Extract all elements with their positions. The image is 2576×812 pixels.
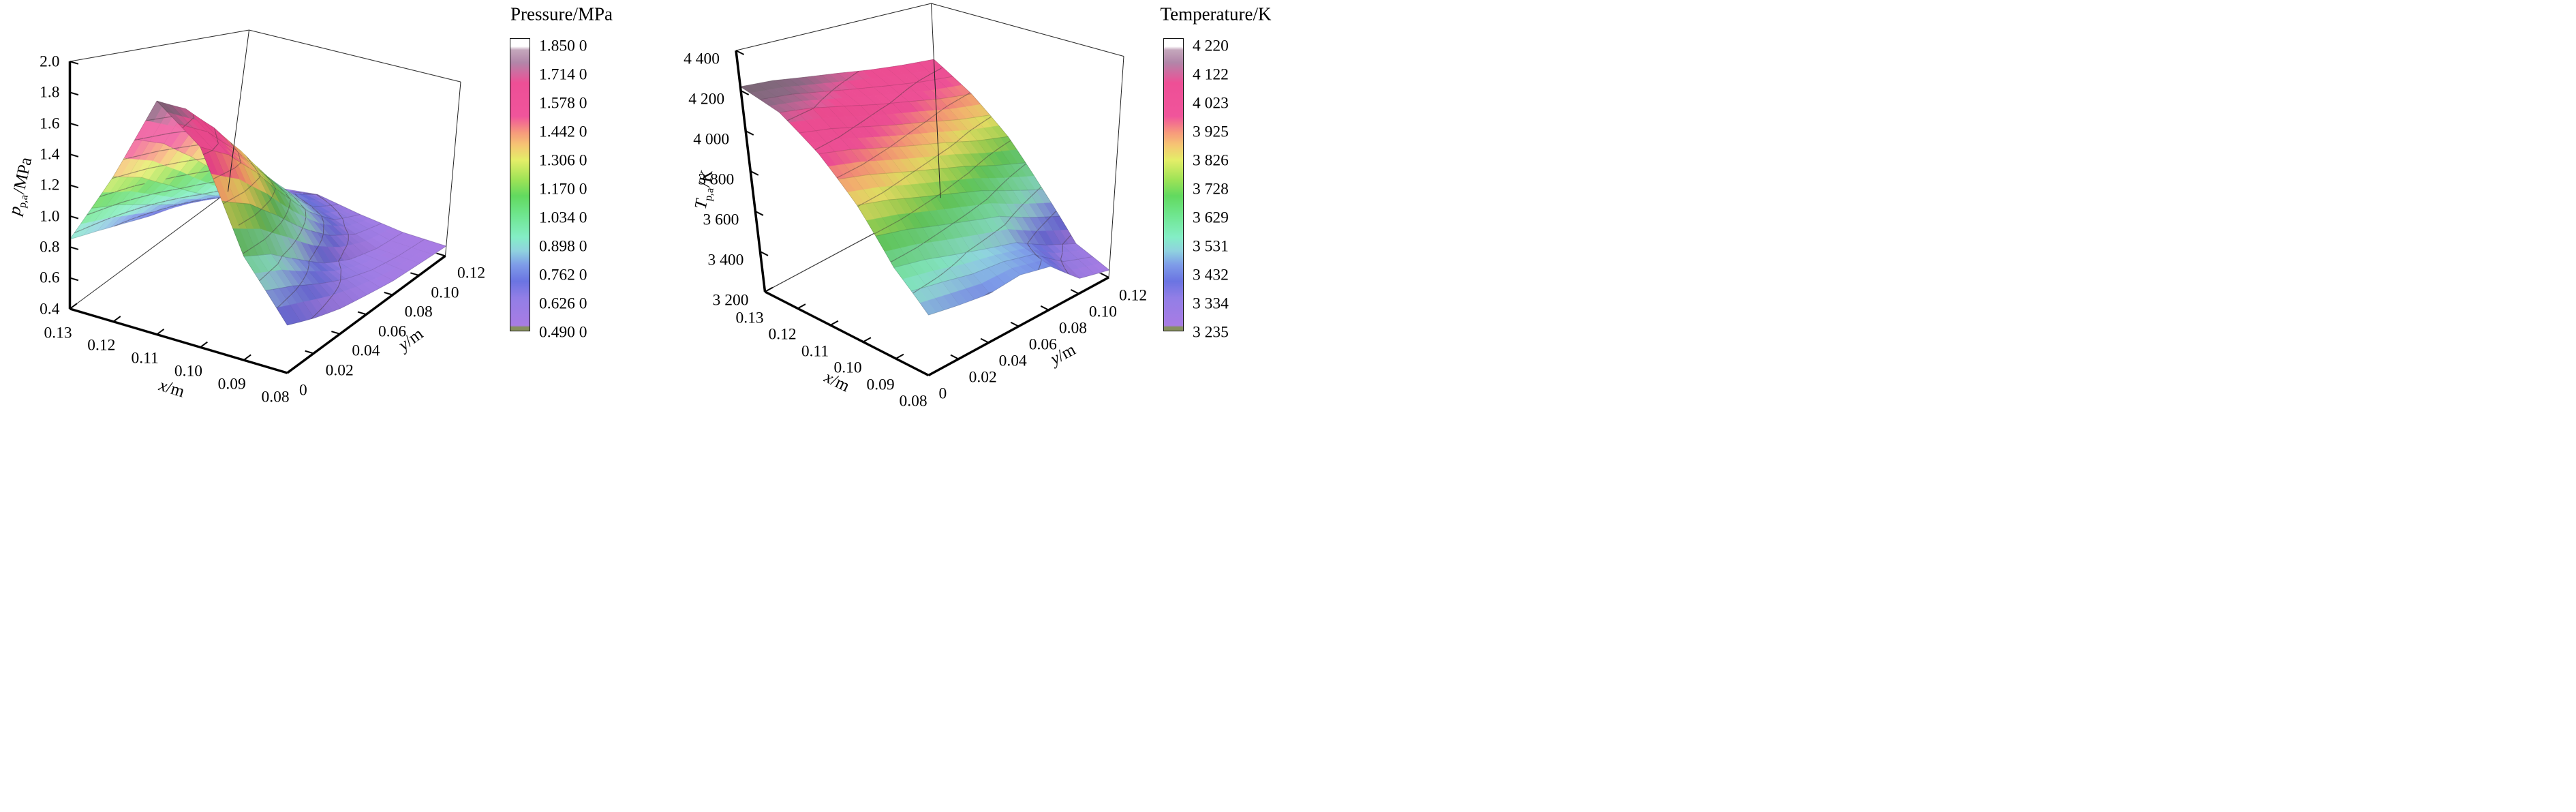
right-x-tick-label-0.13: 0.13: [735, 308, 764, 327]
right-colorbar: [1163, 38, 1184, 331]
left-colorbar-label-0.490 0: 0.490 0: [539, 323, 587, 342]
left-x-tick-label-0.08: 0.08: [261, 387, 290, 406]
left-z-tick-label-2.0: 2.0: [40, 52, 60, 71]
right-z-tick-label-3 200: 3 200: [712, 290, 749, 309]
right-z-tick-label-4 200: 4 200: [688, 90, 725, 108]
right-x-tick-label-0.10: 0.10: [833, 359, 862, 377]
right-z-tick-label-3 400: 3 400: [707, 250, 744, 269]
left-x-tick-label-0.11: 0.11: [131, 349, 159, 367]
right-z-tick-label-4 000: 4 000: [693, 130, 730, 149]
left-x-tick-label-0.12: 0.12: [87, 336, 116, 355]
right-colorbar-label-4 122: 4 122: [1193, 65, 1229, 84]
left-z-tick-label-1.0: 1.0: [40, 207, 60, 225]
left-x-tick-label-0.10: 0.10: [174, 362, 202, 380]
left-colorbar-label-1.578 0: 1.578 0: [539, 94, 587, 112]
right-colorbar-label-4 220: 4 220: [1193, 37, 1229, 55]
dual-3d-surface-figure: Pressure/MPa Temperature/K 0.13 0.12 0.11 0…: [0, 0, 1288, 406]
left-colorbar-label-1.714 0: 1.714 0: [539, 65, 587, 84]
left-x-tick-label-0.13: 0.13: [44, 323, 72, 342]
right-x-tick-label-0.12: 0.12: [768, 325, 797, 344]
right-y-tick-label-0.06: 0.06: [1028, 335, 1057, 353]
3d-surfaces-canvas: [0, 0, 1288, 406]
left-z-tick-label-1.6: 1.6: [40, 114, 60, 132]
left-colorbar-label-1.170 0: 1.170 0: [539, 180, 587, 198]
left-colorbar-label-1.034 0: 1.034 0: [539, 209, 587, 227]
right-z-tick-label-3 800: 3 800: [698, 170, 735, 188]
left-z-tick-label-1.4: 1.4: [40, 145, 60, 164]
right-z-tick-label-3 600: 3 600: [703, 210, 739, 228]
right-z-tick-label-4 400: 4 400: [684, 50, 720, 68]
left-y-tick-label-0.12: 0.12: [457, 264, 486, 282]
right-colorbar-label-3 334: 3 334: [1193, 295, 1229, 313]
left-y-tick-label-0.04: 0.04: [352, 342, 380, 360]
right-colorbar-label-3 235: 3 235: [1193, 323, 1229, 342]
left-colorbar-title: Pressure/MPa: [510, 3, 613, 25]
left-colorbar-label-1.442 0: 1.442 0: [539, 123, 587, 141]
right-colorbar-label-4 023: 4 023: [1193, 94, 1229, 112]
left-z-tick-label-0.4: 0.4: [40, 299, 60, 318]
right-colorbar-label-3 925: 3 925: [1193, 123, 1229, 141]
left-colorbar-label-1.306 0: 1.306 0: [539, 151, 587, 170]
right-colorbar-label-3 432: 3 432: [1193, 266, 1229, 284]
right-colorbar-label-3 728: 3 728: [1193, 180, 1229, 198]
right-colorbar-label-3 629: 3 629: [1193, 209, 1229, 227]
right-y-tick-label-0.10: 0.10: [1088, 303, 1118, 321]
left-y-tick-label-0.02: 0.02: [325, 361, 354, 380]
right-y-tick-label-0.02: 0.02: [968, 367, 997, 386]
right-y-tick-label-0: 0: [938, 384, 947, 402]
left-z-tick-label-1.2: 1.2: [40, 176, 60, 194]
left-y-tick-label-0: 0: [299, 380, 307, 399]
left-z-tick-label-0.8: 0.8: [40, 238, 60, 256]
left-colorbar: [510, 38, 530, 331]
right-x-tick-label-0.09: 0.09: [866, 375, 895, 393]
left-colorbar-label-0.762 0: 0.762 0: [539, 266, 587, 284]
left-y-tick-label-0.08: 0.08: [404, 303, 433, 321]
left-colorbar-label-1.850 0: 1.850 0: [539, 37, 587, 55]
right-y-tick-label-0.04: 0.04: [998, 351, 1027, 370]
right-x-tick-label-0.08: 0.08: [899, 392, 927, 406]
left-z-tick-label-1.8: 1.8: [40, 83, 60, 102]
right-y-tick-label-0.12: 0.12: [1119, 286, 1148, 305]
left-y-tick-label-0.10: 0.10: [431, 283, 459, 301]
left-z-tick-label-0.6: 0.6: [40, 269, 60, 287]
right-x-tick-label-0.11: 0.11: [801, 342, 829, 360]
right-colorbar-title: Temperature/K: [1160, 3, 1272, 25]
right-colorbar-label-3 531: 3 531: [1193, 237, 1229, 256]
left-y-tick-label-0.06: 0.06: [378, 322, 407, 340]
left-x-tick-label-0.09: 0.09: [217, 374, 246, 393]
right-colorbar-label-3 826: 3 826: [1193, 151, 1229, 170]
left-colorbar-label-0.898 0: 0.898 0: [539, 237, 587, 256]
right-y-tick-label-0.08: 0.08: [1058, 319, 1087, 337]
left-colorbar-label-0.626 0: 0.626 0: [539, 295, 587, 313]
